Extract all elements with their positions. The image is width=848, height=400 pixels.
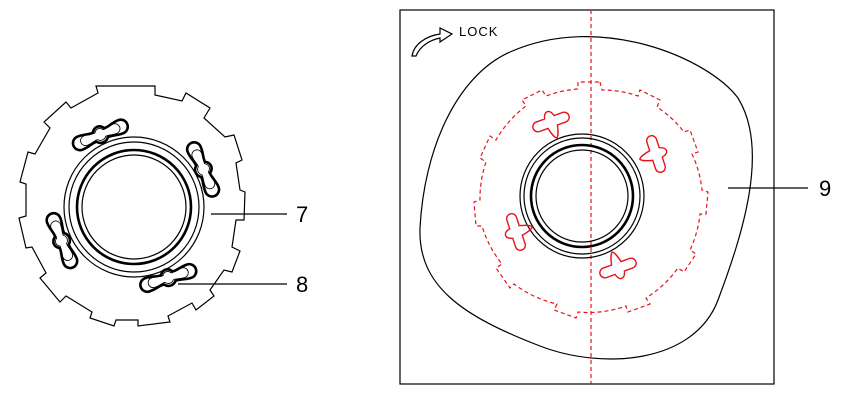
- key-slot-top-left: [68, 114, 132, 155]
- hidden-slot-right: [633, 131, 674, 179]
- housing-center-ring: [519, 133, 645, 259]
- hidden-ring-outline: [473, 81, 709, 319]
- housing-frame: [399, 9, 775, 385]
- hidden-slot-bottom-right: [593, 244, 641, 286]
- key-slot-left: [41, 209, 82, 273]
- hidden-slot-top-left: [528, 104, 576, 146]
- part-label-8: 8: [296, 272, 308, 297]
- part-label-7: 7: [296, 202, 308, 227]
- lock-arrow-icon: [411, 27, 454, 57]
- hidden-slot-left: [498, 207, 539, 255]
- mounting-ring-plate: [18, 85, 246, 327]
- part-label-9: 9: [819, 176, 831, 201]
- key-slot-bottom: [136, 259, 200, 296]
- lock-label: LOCK: [459, 24, 498, 39]
- housing-outline: [419, 36, 753, 360]
